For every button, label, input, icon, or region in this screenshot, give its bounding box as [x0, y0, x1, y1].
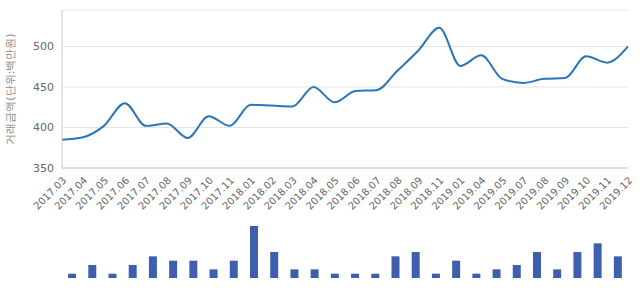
- svg-text:2019.05: 2019.05: [471, 174, 509, 212]
- svg-text:2019.07: 2019.07: [492, 174, 530, 212]
- svg-text:2019.04: 2019.04: [450, 174, 488, 212]
- svg-text:2017.07: 2017.07: [115, 174, 153, 212]
- svg-text:2019.11: 2019.11: [576, 174, 614, 212]
- svg-text:450: 450: [33, 81, 54, 94]
- svg-text:2019.10: 2019.10: [555, 174, 593, 212]
- svg-text:2017.03: 2017.03: [31, 174, 69, 212]
- svg-text:2017.10: 2017.10: [178, 174, 216, 212]
- svg-text:500: 500: [33, 40, 54, 53]
- svg-text:2017.04: 2017.04: [52, 174, 90, 212]
- svg-text:2017.06: 2017.06: [94, 174, 132, 212]
- svg-text:2018.05: 2018.05: [303, 174, 341, 212]
- svg-text:350: 350: [33, 162, 54, 175]
- svg-text:2018.08: 2018.08: [366, 174, 404, 212]
- svg-text:2017.09: 2017.09: [157, 174, 195, 212]
- svg-text:2017.05: 2017.05: [73, 174, 111, 212]
- svg-text:거래금액(단위:백만원): 거래금액(단위:백만원): [8, 33, 17, 144]
- svg-text:2018.06: 2018.06: [324, 174, 362, 212]
- svg-text:400: 400: [33, 121, 54, 134]
- svg-text:2018.02: 2018.02: [241, 174, 279, 212]
- svg-text:2018.03: 2018.03: [262, 174, 299, 212]
- svg-text:2019.01: 2019.01: [429, 174, 467, 212]
- svg-text:2018.01: 2018.01: [220, 174, 258, 212]
- svg-text:2017.08: 2017.08: [136, 174, 174, 212]
- svg-text:2018.07: 2018.07: [345, 174, 383, 212]
- svg-text:2019.08: 2019.08: [513, 174, 551, 212]
- svg-text:2018.04: 2018.04: [283, 174, 320, 212]
- svg-text:2019.09: 2019.09: [534, 174, 572, 212]
- svg-text:2019.12: 2019.12: [597, 175, 632, 212]
- svg-text:2018.11: 2018.11: [408, 174, 446, 212]
- svg-text:2017.11: 2017.11: [199, 174, 237, 212]
- svg-text:2018.09: 2018.09: [387, 174, 425, 212]
